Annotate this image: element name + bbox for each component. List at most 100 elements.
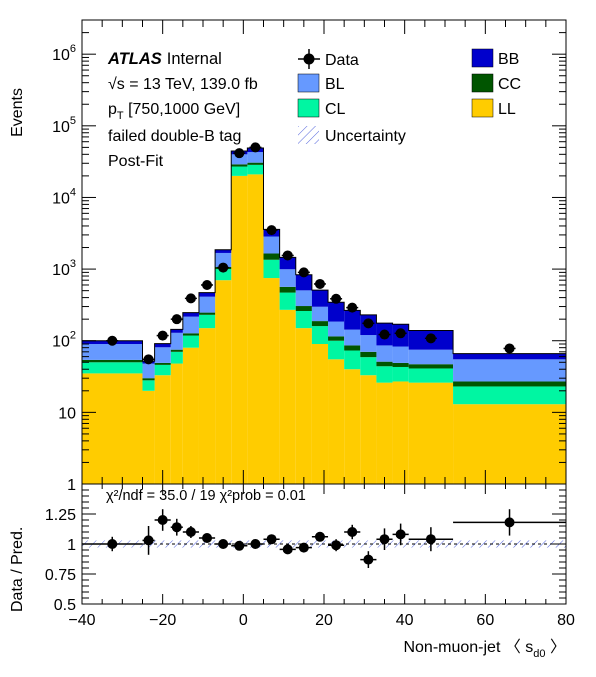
y-tick-label: 1 bbox=[67, 477, 76, 494]
legend-item-bl: BL bbox=[297, 73, 345, 93]
bar-cc bbox=[295, 306, 312, 311]
ratio-point bbox=[392, 523, 409, 546]
ratio-y-tick-label: 1 bbox=[67, 537, 76, 554]
bar-ll bbox=[215, 280, 232, 484]
data-point bbox=[106, 335, 119, 346]
data-point bbox=[217, 262, 230, 273]
bar-bb bbox=[198, 292, 216, 297]
bar-cl bbox=[247, 164, 264, 175]
bar-cc bbox=[376, 361, 393, 367]
data-point bbox=[201, 279, 214, 290]
ratio-y-tick-label: 0.75 bbox=[45, 567, 76, 584]
y-tick-label: 102 bbox=[52, 330, 76, 351]
fit-label: Post-Fit bbox=[108, 153, 164, 170]
atlas-label: ATLAS Internal bbox=[107, 50, 222, 68]
bar-cc bbox=[408, 364, 454, 369]
data-point bbox=[170, 314, 183, 325]
bar-bl bbox=[154, 347, 171, 363]
bar-bl bbox=[231, 154, 248, 165]
data-points bbox=[106, 142, 516, 365]
ratio-point bbox=[311, 531, 329, 542]
bar-cc bbox=[154, 362, 171, 365]
bar-cc bbox=[170, 349, 183, 352]
data-point bbox=[156, 330, 169, 341]
bar-ll bbox=[82, 373, 143, 484]
data-point bbox=[265, 225, 278, 236]
bar-bb bbox=[453, 353, 566, 360]
bar-bl bbox=[279, 269, 296, 287]
bar-ll bbox=[392, 381, 409, 484]
ratio-point bbox=[408, 527, 454, 552]
ratio-y-tick-label: 1.25 bbox=[45, 507, 76, 524]
x-tick-label: −20 bbox=[149, 612, 176, 629]
legend-item-cl: CL bbox=[297, 98, 346, 118]
data-point bbox=[313, 278, 326, 289]
bar-cc bbox=[231, 164, 248, 167]
ratio-point bbox=[142, 526, 155, 555]
y-tick-label: 105 bbox=[52, 115, 76, 136]
tag-label: failed double-B tag bbox=[108, 128, 241, 145]
bar-cc bbox=[344, 345, 361, 351]
bar-ll bbox=[154, 375, 171, 484]
bar-ll bbox=[170, 363, 183, 484]
y-tick-label: 103 bbox=[52, 258, 76, 279]
bar-cl bbox=[215, 269, 232, 281]
y-tick-label: 104 bbox=[52, 186, 76, 207]
legend-label-uncertainty: Uncertainty bbox=[325, 128, 406, 145]
bar-ll bbox=[311, 344, 329, 484]
chi2-label: χ²/ndf = 35.0 / 19 χ²prob = 0.01 bbox=[106, 488, 306, 504]
bar-bl bbox=[198, 296, 216, 313]
bar-bl bbox=[182, 316, 199, 334]
bar-cc bbox=[453, 381, 566, 387]
data-point bbox=[394, 328, 407, 339]
bar-cc bbox=[82, 359, 143, 363]
ratio-point bbox=[328, 539, 345, 552]
bar-cl bbox=[344, 350, 361, 370]
bar-cc bbox=[142, 378, 155, 381]
ratio-point bbox=[231, 540, 248, 551]
bar-bb bbox=[311, 290, 329, 307]
bar-cl bbox=[295, 310, 312, 329]
ratio-point bbox=[215, 539, 232, 549]
bar-cl bbox=[376, 366, 393, 383]
legend-item-data: Data bbox=[298, 49, 359, 69]
legend-label-ll: LL bbox=[498, 101, 516, 118]
bar-cc bbox=[263, 253, 280, 260]
legend-label-bb: BB bbox=[498, 51, 519, 68]
legend-label-cl: CL bbox=[325, 101, 346, 118]
stacked-bars bbox=[82, 147, 566, 484]
bar-ll bbox=[295, 328, 312, 484]
bar-bl bbox=[247, 152, 264, 163]
ratio-point bbox=[295, 542, 312, 553]
ratio-y-axis-label: Data / Pred. bbox=[9, 527, 26, 612]
legend-item-bb: BB bbox=[471, 48, 519, 68]
bar-cl bbox=[182, 335, 199, 348]
bar-cl bbox=[311, 326, 329, 345]
data-point bbox=[249, 142, 262, 153]
data-point bbox=[503, 343, 516, 354]
bar-cl bbox=[453, 386, 566, 405]
bar-ll bbox=[453, 404, 566, 484]
legend: Data BL CL Uncertainty BB CC LL bbox=[297, 48, 521, 145]
x-axis-label: Non-muon-jet 〈 sd0 〉 bbox=[403, 639, 566, 660]
x-tick-label: 20 bbox=[315, 612, 333, 629]
ratio-uncertainty-band bbox=[82, 540, 566, 548]
bar-cc bbox=[311, 321, 329, 327]
pt-label: pT [750,1000 GeV] bbox=[108, 101, 240, 122]
legend-label-data: Data bbox=[325, 52, 359, 69]
x-tick-label: 40 bbox=[396, 612, 414, 629]
bar-ll bbox=[408, 382, 454, 484]
bar-bl bbox=[392, 346, 409, 363]
legend-item-uncertainty: Uncertainty bbox=[298, 126, 406, 145]
bar-bl bbox=[295, 290, 312, 307]
bar-cl bbox=[392, 366, 409, 382]
bar-bl bbox=[453, 359, 566, 382]
axes: 1 10 102 103 104 105 106 −40 −20 0 20 40 60 80 0.5 0.75… bbox=[45, 19, 575, 629]
bar-ll bbox=[328, 359, 345, 484]
bar-cc bbox=[392, 362, 409, 367]
bar-cl bbox=[142, 380, 155, 391]
bar-cl bbox=[279, 292, 296, 310]
data-point bbox=[184, 293, 197, 304]
legend-label-bl: BL bbox=[325, 76, 345, 93]
bar-cc bbox=[247, 162, 264, 165]
